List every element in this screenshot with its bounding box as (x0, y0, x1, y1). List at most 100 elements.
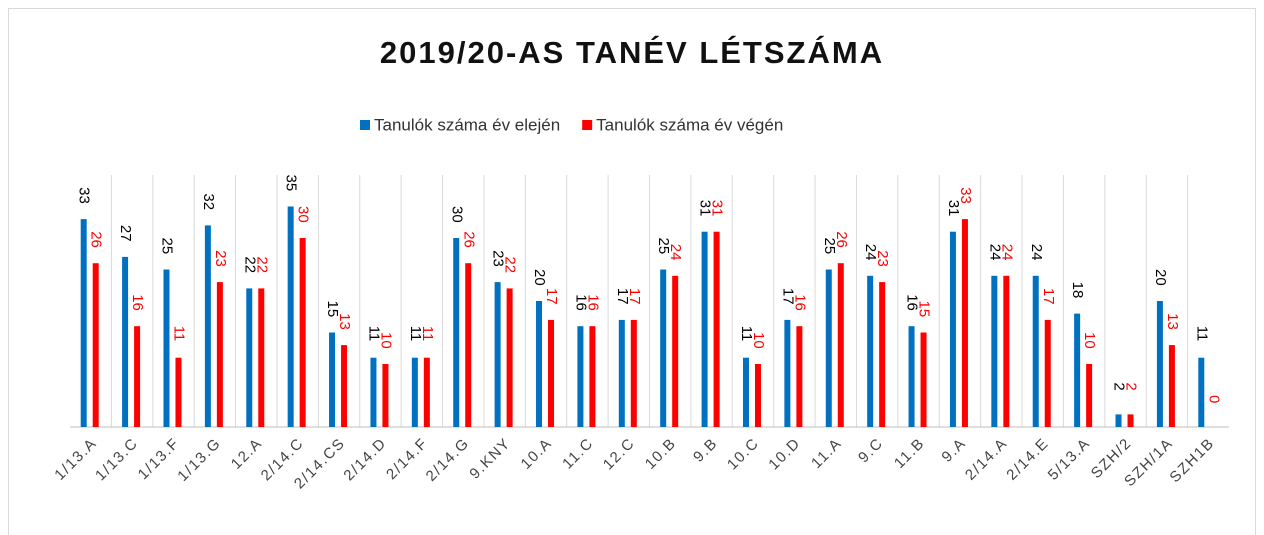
bar (258, 288, 265, 427)
bar (660, 269, 667, 427)
bar (961, 219, 968, 427)
data-label: 17 (779, 288, 796, 305)
bar (506, 288, 513, 427)
data-label: 24 (986, 244, 1003, 261)
bar (754, 364, 761, 427)
data-label: 13 (336, 313, 353, 330)
data-label: 17 (626, 288, 643, 305)
data-label: 33 (957, 187, 974, 204)
bar (1003, 275, 1010, 427)
data-label: 35 (283, 175, 300, 192)
bar (1086, 364, 1093, 427)
data-label: 26 (88, 231, 105, 248)
bar (949, 231, 956, 427)
bar (908, 326, 915, 427)
data-label: 22 (241, 256, 258, 273)
bar (122, 256, 129, 427)
data-label: 26 (460, 231, 477, 248)
bar (382, 364, 389, 427)
bar (1044, 319, 1051, 427)
data-label: 15 (324, 301, 341, 318)
data-label: 13 (1164, 313, 1181, 330)
data-label: 10 (1081, 332, 1098, 349)
data-label: 20 (1152, 269, 1169, 286)
data-label: 11 (407, 326, 424, 342)
bar (1198, 357, 1205, 427)
data-label: 23 (874, 250, 891, 267)
bar (1127, 414, 1134, 427)
bar (701, 231, 708, 427)
bar (163, 269, 170, 427)
data-label: 30 (295, 206, 312, 223)
data-label: 26 (833, 231, 850, 248)
data-label: 25 (159, 238, 176, 255)
legend-label: Tanulók száma év végén (596, 115, 783, 134)
legend-swatch (582, 120, 593, 130)
data-label: 24 (1028, 244, 1045, 261)
data-label: 30 (448, 206, 465, 223)
data-label: 18 (1069, 282, 1086, 299)
data-label: 24 (862, 244, 879, 261)
data-label: 22 (502, 256, 519, 273)
bar (92, 263, 99, 427)
data-label: 16 (572, 294, 589, 311)
data-label: 16 (129, 294, 146, 311)
data-label: 2 (1123, 382, 1140, 390)
data-label: 31 (945, 200, 962, 217)
data-label: 24 (998, 244, 1015, 261)
bar (370, 357, 377, 427)
data-label: 17 (543, 288, 560, 305)
bar (618, 319, 625, 427)
bar (825, 269, 832, 427)
bar (920, 332, 927, 427)
bar (713, 231, 720, 427)
bar (867, 275, 874, 427)
bar (453, 238, 460, 427)
bar (299, 238, 306, 427)
data-label: 24 (667, 244, 684, 261)
bar (134, 326, 141, 427)
data-label: 2 (1111, 382, 1128, 390)
bar (630, 319, 637, 427)
data-label: 11 (738, 326, 755, 342)
bar (1156, 301, 1163, 427)
data-label: 23 (490, 250, 507, 267)
bar (577, 326, 584, 427)
bar (742, 357, 749, 427)
bar (216, 282, 223, 427)
chart-title: 2019/20-AS TANÉV LÉTSZÁMA (380, 35, 884, 70)
bar (204, 225, 211, 427)
data-label: 23 (212, 250, 229, 267)
data-label: 11 (419, 326, 436, 342)
data-label: 16 (584, 294, 601, 311)
data-label: 16 (791, 294, 808, 311)
data-label: 17 (614, 288, 631, 305)
bar (465, 263, 472, 427)
data-label: 25 (655, 238, 672, 255)
bar (1168, 345, 1175, 427)
bar (784, 319, 791, 427)
bar (1074, 313, 1081, 427)
bar (175, 357, 182, 427)
data-label: 27 (117, 225, 134, 242)
data-label: 11 (171, 326, 188, 342)
bar (411, 357, 418, 427)
bar (548, 319, 555, 427)
bar (796, 326, 803, 427)
bar (589, 326, 596, 427)
data-label: 32 (200, 193, 217, 210)
data-label: 15 (916, 301, 933, 318)
bar (341, 345, 348, 427)
bar (991, 275, 998, 427)
bar (329, 332, 336, 427)
bar (494, 282, 501, 427)
data-label: 20 (531, 269, 548, 286)
data-label: 10 (377, 332, 394, 349)
legend-label: Tanulók száma év elején (374, 115, 560, 134)
data-label: 10 (750, 332, 767, 349)
bar (837, 263, 844, 427)
legend-swatch (360, 120, 370, 130)
bar (536, 301, 543, 427)
data-label: 16 (904, 294, 921, 311)
